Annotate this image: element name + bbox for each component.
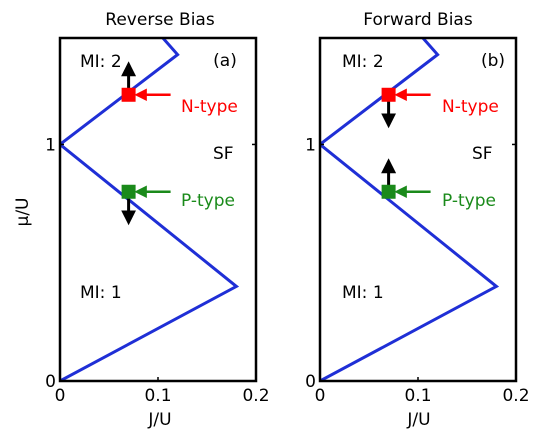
region-label-mi1: MI: 1 bbox=[80, 283, 122, 303]
y-tick-label: 0 bbox=[305, 372, 316, 392]
ntype-marker bbox=[121, 87, 136, 102]
region-label-mi2: MI: 2 bbox=[342, 52, 384, 72]
x-tick-label: 0 bbox=[315, 386, 326, 406]
x-tick-label: 0.1 bbox=[144, 386, 171, 406]
y-axis-label: μ/U bbox=[13, 198, 33, 227]
region-label-mi2: MI: 2 bbox=[80, 52, 122, 72]
panel-label: (b) bbox=[481, 51, 505, 71]
ptype-marker bbox=[381, 184, 396, 199]
ntype-label: N-type bbox=[181, 97, 238, 117]
ptype-marker bbox=[121, 184, 136, 199]
ntype-label: N-type bbox=[442, 97, 499, 117]
phase-boundary-line bbox=[60, 38, 240, 381]
y-tick-label: 1 bbox=[45, 135, 56, 155]
phase-boundary-line bbox=[320, 38, 500, 381]
y-tick-label: 0 bbox=[45, 372, 56, 392]
panel-label: (a) bbox=[213, 51, 237, 71]
region-label-mi1: MI: 1 bbox=[342, 283, 384, 303]
x-tick-label: 0 bbox=[55, 386, 66, 406]
ptype-label: P-type bbox=[442, 191, 496, 211]
region-label-sf: SF bbox=[472, 144, 493, 164]
x-tick-label: 0.2 bbox=[242, 386, 269, 406]
x-tick-label: 0.2 bbox=[502, 386, 529, 406]
panel-title: Reverse Bias bbox=[105, 10, 215, 30]
panel-title: Forward Bias bbox=[363, 10, 473, 30]
x-axis-label: J/U bbox=[406, 410, 430, 430]
panel-forward-bias: Forward Bias (b) MI: 2 SF MI: 1 N-type P… bbox=[305, 10, 529, 430]
ntype-marker bbox=[381, 87, 396, 102]
region-label-sf: SF bbox=[213, 144, 234, 164]
x-tick-label: 0.1 bbox=[404, 386, 431, 406]
panel-reverse-bias: Reverse Bias (a) MI: 2 SF MI: 1 N-type P… bbox=[13, 10, 270, 430]
y-tick-label: 1 bbox=[305, 135, 316, 155]
ptype-label: P-type bbox=[181, 191, 235, 211]
x-axis-label: J/U bbox=[147, 410, 171, 430]
